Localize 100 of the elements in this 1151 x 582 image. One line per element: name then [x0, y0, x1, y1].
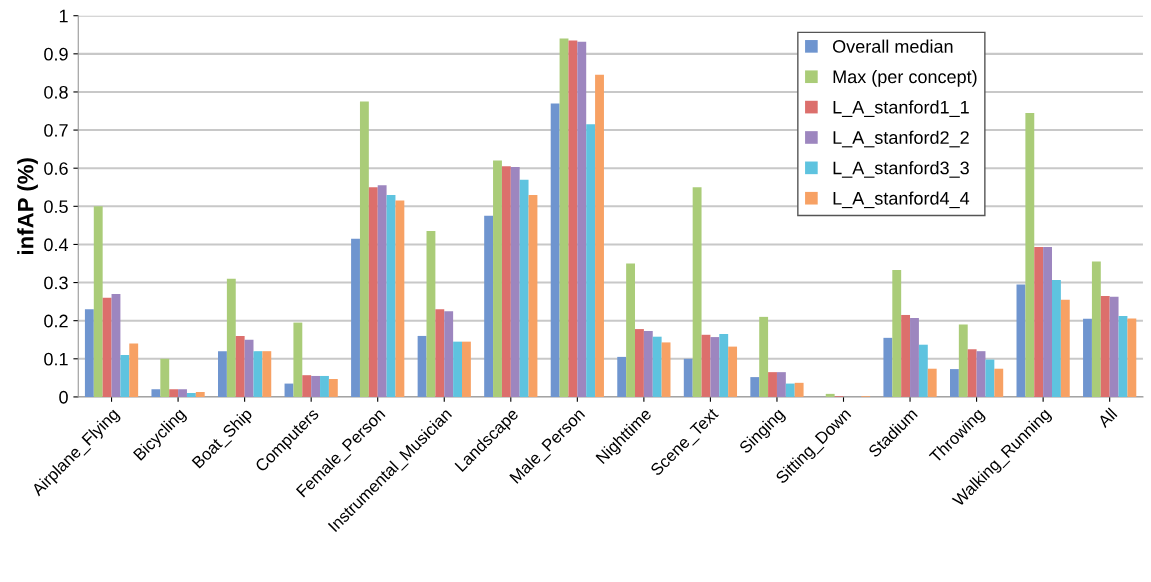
y-tick-label: 0.5	[44, 200, 68, 214]
bar	[244, 339, 254, 397]
legend-label: L_A_stanford4_4	[833, 191, 970, 209]
bar	[519, 179, 529, 397]
bar	[253, 351, 263, 397]
bar	[528, 194, 538, 397]
bar	[302, 375, 312, 397]
bar	[643, 330, 653, 397]
bar	[178, 389, 187, 397]
bar	[710, 337, 720, 397]
bar	[386, 194, 396, 397]
legend-label: L_A_stanford3_3	[833, 161, 969, 178]
bar	[195, 391, 205, 397]
legend-label: L_A_stanford2_2	[833, 130, 969, 148]
bar	[129, 343, 139, 397]
bar	[750, 377, 760, 397]
bar	[985, 359, 995, 397]
bar	[683, 358, 693, 397]
bar	[151, 389, 161, 397]
bar	[93, 206, 103, 397]
bar	[595, 74, 604, 397]
bar	[453, 341, 462, 397]
bar	[626, 263, 635, 397]
y-tick-label: 0.9	[44, 47, 68, 61]
bar	[461, 341, 471, 397]
bar	[785, 383, 795, 397]
y-tick-label: 0.4	[44, 238, 69, 252]
bar	[160, 358, 170, 397]
bar	[661, 342, 671, 397]
bar	[617, 356, 627, 397]
bar	[328, 379, 338, 397]
bar	[377, 185, 387, 397]
y-tick-label: 0.8	[44, 85, 68, 99]
bar	[768, 372, 777, 397]
y-tick-label: 0.3	[44, 276, 68, 290]
bar	[351, 238, 360, 397]
bar	[359, 101, 369, 397]
bar	[417, 335, 427, 397]
bar	[994, 368, 1004, 397]
bar	[825, 393, 835, 397]
bar	[949, 369, 959, 397]
legend-label: Max (per concept)	[833, 69, 977, 87]
bar	[169, 389, 179, 397]
bar	[1034, 247, 1044, 397]
bar	[586, 124, 596, 397]
bar	[910, 318, 919, 397]
bar	[368, 187, 378, 397]
y-tick-label: 0.7	[44, 124, 68, 137]
y-tick-label: 0.1	[44, 352, 68, 366]
bar	[1043, 247, 1052, 397]
bar	[435, 309, 445, 397]
bar	[226, 278, 236, 397]
bar	[510, 167, 520, 397]
y-tick-label: 1	[59, 9, 68, 23]
bar	[235, 335, 245, 397]
legend-label: Overall median	[833, 39, 953, 53]
bar	[1060, 299, 1070, 397]
bar	[444, 311, 454, 397]
bar	[311, 375, 321, 397]
bar	[701, 334, 711, 397]
bar	[186, 393, 196, 397]
bar	[262, 351, 272, 397]
bar	[794, 382, 804, 397]
bar	[1100, 295, 1110, 397]
y-axis-title: infAP (%)	[17, 158, 38, 254]
bar	[1127, 318, 1137, 397]
bar	[320, 375, 329, 397]
bar	[652, 336, 662, 397]
bar	[967, 349, 977, 397]
bar	[918, 344, 928, 397]
bar	[1091, 261, 1101, 397]
bar	[484, 215, 494, 397]
bar	[892, 269, 902, 397]
bar	[111, 294, 121, 397]
bar	[728, 346, 738, 397]
bar	[1052, 279, 1061, 397]
y-tick-label: 0.6	[44, 162, 68, 175]
bar	[883, 337, 893, 397]
bar	[550, 103, 560, 397]
bar	[426, 231, 436, 397]
bar	[901, 314, 911, 397]
bar	[102, 297, 112, 397]
legend-label: L_A_stanford1_1	[833, 100, 969, 118]
bar	[1025, 112, 1035, 397]
bar	[692, 187, 702, 397]
bar	[84, 309, 94, 397]
bar	[1118, 316, 1128, 397]
x-tick-label: All	[1096, 407, 1118, 429]
bar	[976, 351, 986, 397]
bar	[293, 322, 303, 397]
bar	[927, 368, 937, 397]
bar	[1109, 296, 1119, 397]
bar	[501, 166, 511, 397]
y-tick-label: 0	[59, 390, 68, 404]
bar	[493, 160, 502, 397]
bar	[1016, 284, 1026, 397]
bar	[958, 324, 968, 397]
bar	[120, 354, 130, 397]
bar	[759, 316, 769, 397]
bar	[559, 38, 569, 397]
